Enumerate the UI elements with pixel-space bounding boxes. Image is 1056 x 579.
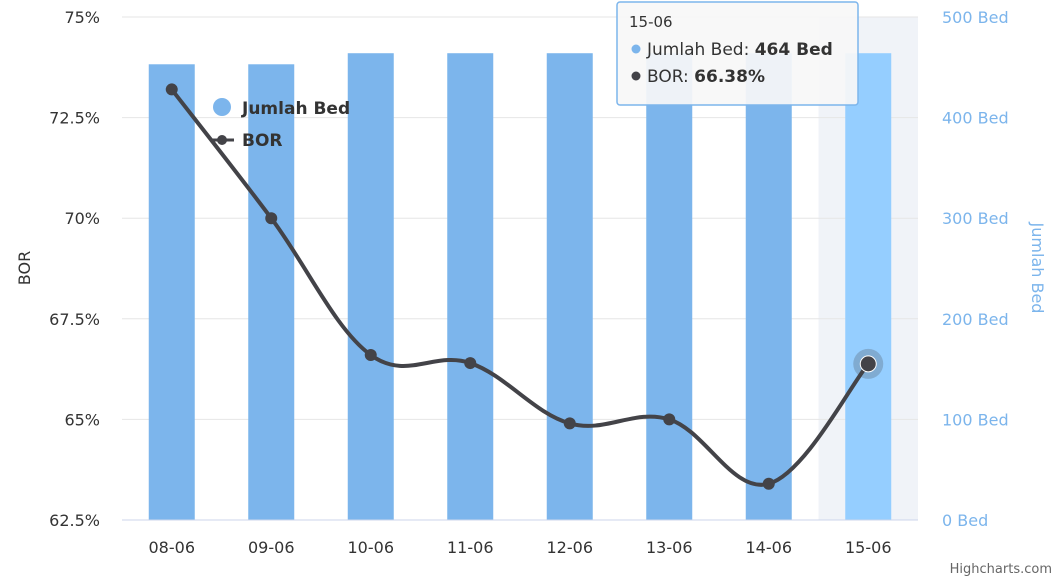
line-series-bor[interactable] [165, 83, 884, 490]
tooltip-bor-value: 66.38% [694, 67, 765, 87]
bar-series-jumlah-bed[interactable] [148, 53, 892, 521]
bar-jumlah-bed[interactable] [845, 53, 892, 520]
left-tick-label: 70% [64, 209, 100, 228]
line-point-bor[interactable] [165, 83, 178, 96]
line-point-bor[interactable] [859, 355, 877, 373]
left-tick-label: 67.5% [49, 310, 100, 329]
tooltip-box [616, 1, 859, 106]
left-axis-title: BOR [15, 251, 34, 285]
right-axis-title: Jumlah Bed [1028, 222, 1047, 314]
left-tick-label: 72.5% [49, 109, 100, 128]
x-tick-label: 09-06 [248, 538, 295, 557]
line-point-bor[interactable] [265, 212, 278, 225]
bar-jumlah-bed[interactable] [646, 53, 693, 520]
legend: Jumlah Bed BOR [210, 98, 350, 151]
line-point-bor[interactable] [364, 349, 377, 362]
line-point-bor[interactable] [464, 357, 477, 370]
tooltip-bed-line: Jumlah Bed: 464 Bed [646, 40, 833, 60]
line-bor-path [170, 88, 870, 487]
x-tick-label: 11-06 [447, 538, 494, 557]
tooltip-header: 15-06 [629, 13, 673, 31]
legend-marker-jumlah-bed [213, 98, 231, 116]
x-tick-label: 10-06 [348, 538, 395, 557]
tooltip: 15-06 Jumlah Bed: 464 Bed BOR: 66.38% [616, 1, 859, 106]
bar-jumlah-bed[interactable] [447, 53, 494, 520]
legend-item-bor[interactable]: BOR [210, 131, 283, 151]
right-tick-label: 0 Bed [942, 511, 988, 530]
x-tick-label: 12-06 [547, 538, 594, 557]
bar-jumlah-bed[interactable] [745, 53, 792, 520]
x-tick-label: 15-06 [845, 538, 892, 557]
tooltip-bed-label: Jumlah Bed: [646, 40, 755, 60]
bar-jumlah-bed[interactable] [148, 64, 195, 521]
tooltip-bor-marker [631, 71, 641, 81]
x-tick-label: 08-06 [149, 538, 196, 557]
bar-jumlah-bed[interactable] [248, 64, 295, 521]
legend-marker-bor [217, 135, 227, 145]
right-tick-label: 100 Bed [942, 410, 1009, 429]
x-axis-ticks: 08-06 09-06 10-06 11-06 12-06 13-06 14-06 15-06 [122, 519, 918, 557]
bar-jumlah-bed[interactable] [347, 53, 394, 520]
legend-label-bor: BOR [242, 131, 283, 151]
line-point-bor[interactable] [563, 417, 576, 430]
credits-link[interactable]: Highcharts.com [950, 562, 1052, 577]
left-tick-label: 75% [64, 8, 100, 27]
line-point-bor[interactable] [663, 413, 676, 426]
right-tick-label: 500 Bed [942, 8, 1009, 27]
line-point-bor[interactable] [762, 477, 775, 490]
right-tick-label: 200 Bed [942, 310, 1009, 329]
right-tick-label: 300 Bed [942, 209, 1009, 228]
left-axis-ticks: 62.5% 65% 67.5% 70% 72.5% 75% [49, 8, 100, 530]
legend-item-jumlah-bed[interactable]: Jumlah Bed [213, 98, 350, 119]
tooltip-bor-line: BOR: 66.38% [647, 67, 765, 87]
tooltip-bed-marker [631, 44, 641, 54]
left-tick-label: 62.5% [49, 511, 100, 530]
tooltip-bor-label: BOR: [647, 67, 694, 87]
left-tick-label: 65% [64, 410, 100, 429]
bar-jumlah-bed[interactable] [546, 53, 593, 520]
x-tick-label: 14-06 [746, 538, 793, 557]
legend-label-jumlah-bed: Jumlah Bed [241, 99, 350, 119]
right-tick-label: 400 Bed [942, 109, 1009, 128]
right-axis-ticks: 0 Bed 100 Bed 200 Bed 300 Bed 400 Bed 500 Bed [942, 8, 1009, 530]
tooltip-bed-value: 464 Bed [755, 40, 833, 60]
x-tick-label: 13-06 [646, 538, 693, 557]
